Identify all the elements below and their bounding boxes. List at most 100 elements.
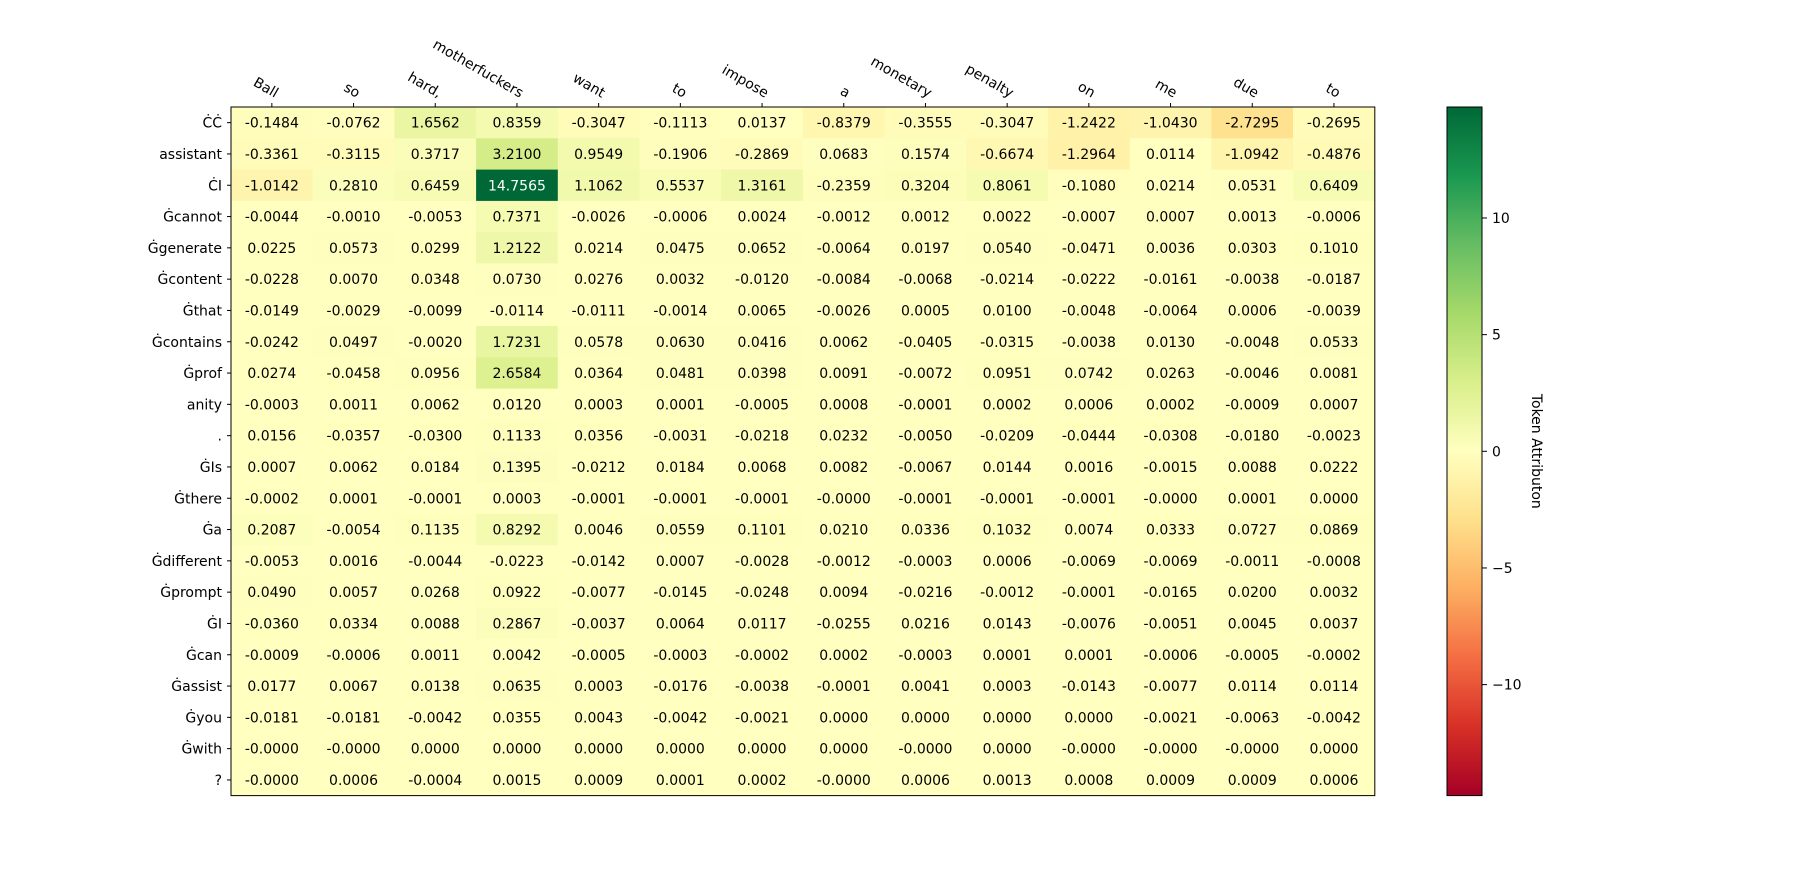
heatmap-cell: [966, 294, 1049, 327]
heatmap-cell: [639, 169, 722, 202]
heatmap-cell: [1048, 294, 1131, 327]
heatmap-cell: [1129, 107, 1212, 139]
x-tick-label: so: [341, 80, 363, 102]
heatmap-cell: [476, 701, 559, 734]
x-tick-label: to: [1323, 81, 1343, 102]
x-axis-ticks: Ball so hard,motherfuckers want to impose a mon…: [250, 37, 1343, 107]
cell-value-label: -0.0248: [735, 585, 789, 601]
heatmap-cell: [721, 482, 804, 515]
heatmap-cell: [1048, 388, 1131, 421]
cell-value-label: 0.0869: [1309, 523, 1358, 539]
heatmap-cell: [231, 451, 314, 484]
cell-value-label: -1.2422: [1062, 116, 1116, 132]
cell-value-label: 0.0000: [1064, 710, 1113, 726]
heatmap-cell: [1293, 169, 1376, 202]
cell-value-label: 0.0094: [819, 585, 868, 601]
cell-value-label: 0.0006: [329, 773, 378, 789]
heatmap-cell: [394, 607, 477, 640]
cell-value-label: 0.1395: [492, 460, 541, 476]
heatmap-cell: [1211, 764, 1294, 797]
heatmap-cell: [884, 451, 967, 484]
cell-value-label: 0.0117: [738, 616, 787, 632]
cell-value-label: 0.0114: [1228, 679, 1277, 695]
cell-value-label: -0.0003: [245, 397, 299, 413]
cell-value-label: -0.0005: [735, 397, 789, 413]
heatmap-cell: [639, 764, 722, 797]
cell-value-label: -0.0360: [245, 616, 299, 632]
heatmap-cell: [394, 545, 477, 578]
cell-value-label: 0.0951: [983, 366, 1032, 382]
cell-value-label: 0.0540: [983, 241, 1032, 257]
cell-value-label: 0.0225: [247, 241, 296, 257]
y-tick-label: ĠIs: [200, 458, 222, 476]
heatmap-cell: [1211, 670, 1294, 703]
heatmap-cell: [1293, 326, 1376, 358]
colorbar-tick-label: −10: [1492, 678, 1522, 694]
heatmap-cell: [557, 294, 641, 327]
cell-value-label: 0.0200: [1228, 585, 1277, 601]
cell-value-label: 0.0007: [656, 554, 705, 570]
y-axis-ticks: ĊĊ assistant ĊI Ġcannot Ġgenerate Ġcontent Ġth…: [148, 114, 231, 789]
heatmap-cell: [639, 138, 722, 171]
colorbar-tick-label: 0: [1492, 444, 1501, 460]
x-tick-label: to: [669, 81, 689, 102]
heatmap-cell: [557, 639, 641, 671]
cell-value-label: 0.0013: [1228, 210, 1277, 226]
heatmap-cell: [312, 232, 395, 265]
y-tick-label: Ġgenerate: [148, 239, 222, 257]
heatmap-cell: [476, 451, 559, 484]
y-tick-label: Ġprompt: [160, 583, 222, 601]
heatmap-cell: [1129, 670, 1212, 703]
heatmap-cell: [884, 388, 967, 421]
heatmap-cell: [394, 639, 477, 671]
cell-value-label: 0.0214: [1146, 178, 1195, 194]
heatmap-cell: [557, 388, 641, 421]
cell-value-label: -0.0255: [817, 616, 871, 632]
cell-value-label: 0.0007: [1146, 210, 1195, 226]
heatmap-cell: [231, 232, 314, 265]
cell-value-label: -0.0000: [817, 773, 871, 789]
heatmap-cell: [231, 294, 314, 327]
heatmap-cell: [721, 733, 804, 765]
heatmap-cell: [721, 107, 804, 139]
cell-value-label: -0.3047: [980, 116, 1034, 132]
heatmap-cell: [802, 482, 886, 515]
heatmap-cell: [1048, 107, 1131, 139]
cell-value-label: -0.0038: [1062, 335, 1116, 351]
y-tick-label: Ġcan: [186, 646, 222, 664]
heatmap-cell: [394, 294, 477, 327]
heatmap-cell: [557, 451, 641, 484]
heatmap-cell: [884, 576, 967, 609]
heatmap-cell: [1293, 232, 1376, 265]
heatmap-cell: [1129, 357, 1212, 390]
cell-value-label: -0.0223: [490, 554, 544, 570]
heatmap-cell: [1211, 545, 1294, 578]
cell-value-label: -0.0300: [408, 429, 462, 445]
cell-value-label: 0.0334: [329, 616, 378, 632]
heatmap-cell: [1211, 420, 1294, 452]
cell-value-label: 0.0006: [1064, 397, 1113, 413]
heatmap-cell: [476, 107, 559, 139]
cell-value-label: 0.0002: [738, 773, 787, 789]
heatmap-cell: [476, 232, 559, 265]
cell-value-label: 0.0070: [329, 272, 378, 288]
heatmap-cell: [394, 232, 477, 265]
heatmap-cell: [639, 200, 722, 233]
heatmap-cell: [721, 294, 804, 327]
heatmap-cell: [721, 451, 804, 484]
cell-value-label: -0.0006: [1307, 210, 1361, 226]
cell-value-label: 0.0727: [1228, 523, 1277, 539]
cell-value-label: -1.2964: [1062, 147, 1116, 163]
heatmap-cell: [1211, 639, 1294, 671]
cell-value-label: -0.0006: [327, 648, 381, 664]
heatmap-cell: [476, 294, 559, 327]
cell-value-label: -0.0001: [735, 491, 789, 507]
cell-value-label: 0.3204: [901, 178, 950, 194]
y-tick-label: Ġdifferent: [152, 552, 223, 570]
heatmap-cell: [1293, 294, 1376, 327]
cell-value-label: -0.0001: [572, 491, 626, 507]
cell-value-label: -0.2695: [1307, 116, 1361, 132]
heatmap-cell: [1293, 545, 1376, 578]
cell-value-label: -0.0063: [1225, 710, 1279, 726]
cell-value-label: 0.0683: [819, 147, 868, 163]
